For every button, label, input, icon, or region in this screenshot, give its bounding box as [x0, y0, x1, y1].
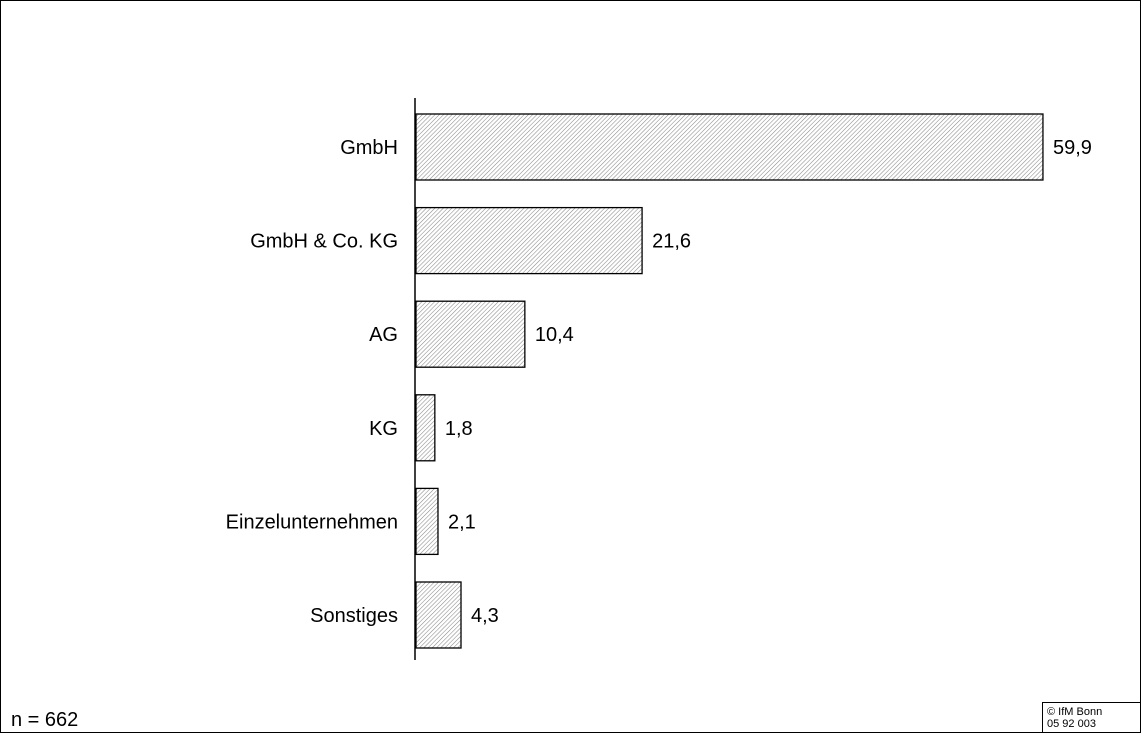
bar-0: [415, 113, 1044, 181]
copyright-line-1: © IfM Bonn: [1047, 706, 1103, 718]
value-label-5: 4,3: [471, 605, 499, 627]
bar-5: [415, 581, 462, 649]
value-label-1: 21,6: [652, 231, 691, 253]
category-label-1: GmbH & Co. KG: [250, 231, 398, 253]
category-label-3: KG: [369, 418, 398, 440]
category-label-0: GmbH: [340, 137, 398, 159]
bar-1: [415, 206, 643, 275]
bar-3: [415, 394, 436, 462]
value-label-0: 59,9: [1053, 137, 1092, 159]
value-label-4: 2,1: [448, 511, 476, 533]
category-label-4: Einzelunternehmen: [226, 511, 398, 533]
bar-2: [415, 300, 526, 368]
sample-size-note: n = 662: [11, 709, 79, 731]
copyright-box: © IfM Bonn 05 92 003: [1042, 702, 1140, 732]
value-label-3: 1,8: [445, 418, 473, 440]
copyright-line-2: 05 92 003: [1047, 718, 1096, 730]
category-label-5: Sonstiges: [310, 605, 398, 627]
value-label-2: 10,4: [535, 324, 574, 346]
bar-4: [415, 487, 439, 556]
category-label-2: AG: [369, 324, 398, 346]
